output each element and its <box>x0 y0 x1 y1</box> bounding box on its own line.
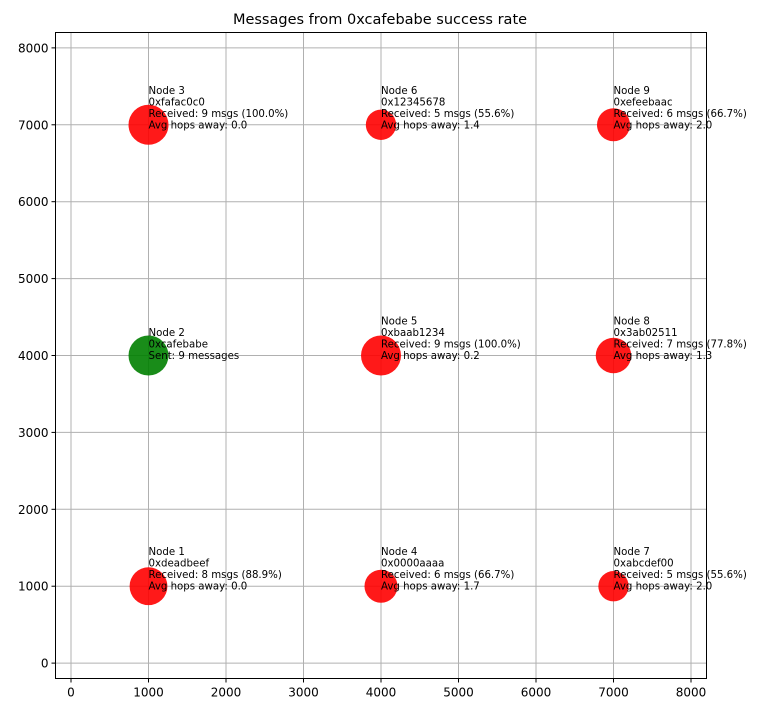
receiver-node-point <box>598 571 629 602</box>
receiver-node-point <box>365 109 397 140</box>
node-annotation-line: Node 7 <box>614 547 650 558</box>
node-annotation-line: Received: 9 msgs (100.0%) <box>149 109 289 120</box>
node-annotation-line: 0xabcdef00 <box>614 559 674 570</box>
node-annotation-line: Node 4 <box>381 547 417 558</box>
x-tick-label: 6000 <box>521 686 552 700</box>
points <box>128 104 632 606</box>
node-annotation-line: Sent: 9 messages <box>149 351 240 362</box>
node-annotation-line: Node 1 <box>149 547 185 558</box>
node-annotation-line: Avg hops away: 2.0 <box>614 120 713 131</box>
y-tick-label: 1000 <box>18 580 49 594</box>
y-tick-label: 6000 <box>18 195 49 209</box>
receiver-node-point <box>361 335 401 376</box>
node-annotation-line: Received: 9 msgs (100.0%) <box>381 340 521 351</box>
node-annotation-line: Avg hops away: 0.0 <box>149 582 248 593</box>
x-tick-label: 5000 <box>443 686 474 700</box>
ticks: 0 1000 2000 3000 4000 5000 6000 7000 8000 0 1000 20… <box>18 41 706 699</box>
node-annotation-line: Avg hops away: 0.2 <box>381 351 480 362</box>
node-annotation-line: Received: 5 msgs (55.6%) <box>614 570 747 581</box>
x-tick-label: 3000 <box>288 686 319 700</box>
node-annotation-line: 0x0000aaaa <box>381 559 444 570</box>
node-annotation-line: Avg hops away: 2.0 <box>614 582 713 593</box>
chart-title: Messages from 0xcafebabe success rate <box>233 12 527 28</box>
receiver-node-point <box>364 569 398 603</box>
node-annotation-line: Received: 8 msgs (88.9%) <box>149 570 282 581</box>
node-annotation-line: 0xfafac0c0 <box>149 97 205 108</box>
node-annotation-line: Avg hops away: 0.0 <box>149 120 248 131</box>
node-annotation-line: 0x3ab02511 <box>614 328 678 339</box>
node-annotation-line: Node 9 <box>614 86 650 97</box>
node-annotation-line: Node 3 <box>149 86 185 97</box>
y-tick-label: 2000 <box>18 503 49 517</box>
y-tick-label: 0 <box>41 657 49 671</box>
x-tick-label: 7000 <box>598 686 629 700</box>
node-annotation-line: 0xefeebaac <box>614 97 673 108</box>
node-annotation-line: Received: 6 msgs (66.7%) <box>381 570 514 581</box>
y-tick-label: 7000 <box>18 118 49 132</box>
node-annotation-line: Avg hops away: 1.7 <box>381 582 480 593</box>
receiver-node-point <box>595 337 632 374</box>
x-tick-label: 4000 <box>366 686 397 700</box>
receiver-node-point <box>129 567 168 606</box>
x-tick-label: 0 <box>67 686 75 700</box>
y-tick-label: 3000 <box>18 426 49 440</box>
node-annotation-line: Node 5 <box>381 317 417 328</box>
x-tick-label: 2000 <box>211 686 242 700</box>
node-annotation-line: Received: 6 msgs (66.7%) <box>614 109 747 120</box>
sender-node-point <box>128 335 169 376</box>
y-tick-label: 4000 <box>18 349 49 363</box>
receiver-node-point <box>128 104 169 145</box>
x-tick-label: 1000 <box>133 686 164 700</box>
node-annotation-line: 0xdeadbeef <box>149 559 210 570</box>
node-annotation-line: Node 8 <box>614 317 650 328</box>
node-annotation-line: Received: 5 msgs (55.6%) <box>381 109 514 120</box>
node-annotation-line: Received: 7 msgs (77.8%) <box>614 340 747 351</box>
x-tick-label: 8000 <box>676 686 707 700</box>
node-annotation-line: 0x12345678 <box>381 97 445 108</box>
node-annotation-line: 0xcafebabe <box>149 340 208 351</box>
node-annotation-line: Node 2 <box>149 328 185 339</box>
node-annotation-line: 0xbaab1234 <box>381 328 445 339</box>
y-tick-label: 8000 <box>18 41 49 55</box>
node-annotation-line: Node 6 <box>381 86 417 97</box>
y-tick-label: 5000 <box>18 272 49 286</box>
receiver-node-point <box>596 108 631 142</box>
node-annotation-line: Avg hops away: 1.3 <box>614 351 713 362</box>
node-annotation-line: Avg hops away: 1.4 <box>381 120 480 131</box>
